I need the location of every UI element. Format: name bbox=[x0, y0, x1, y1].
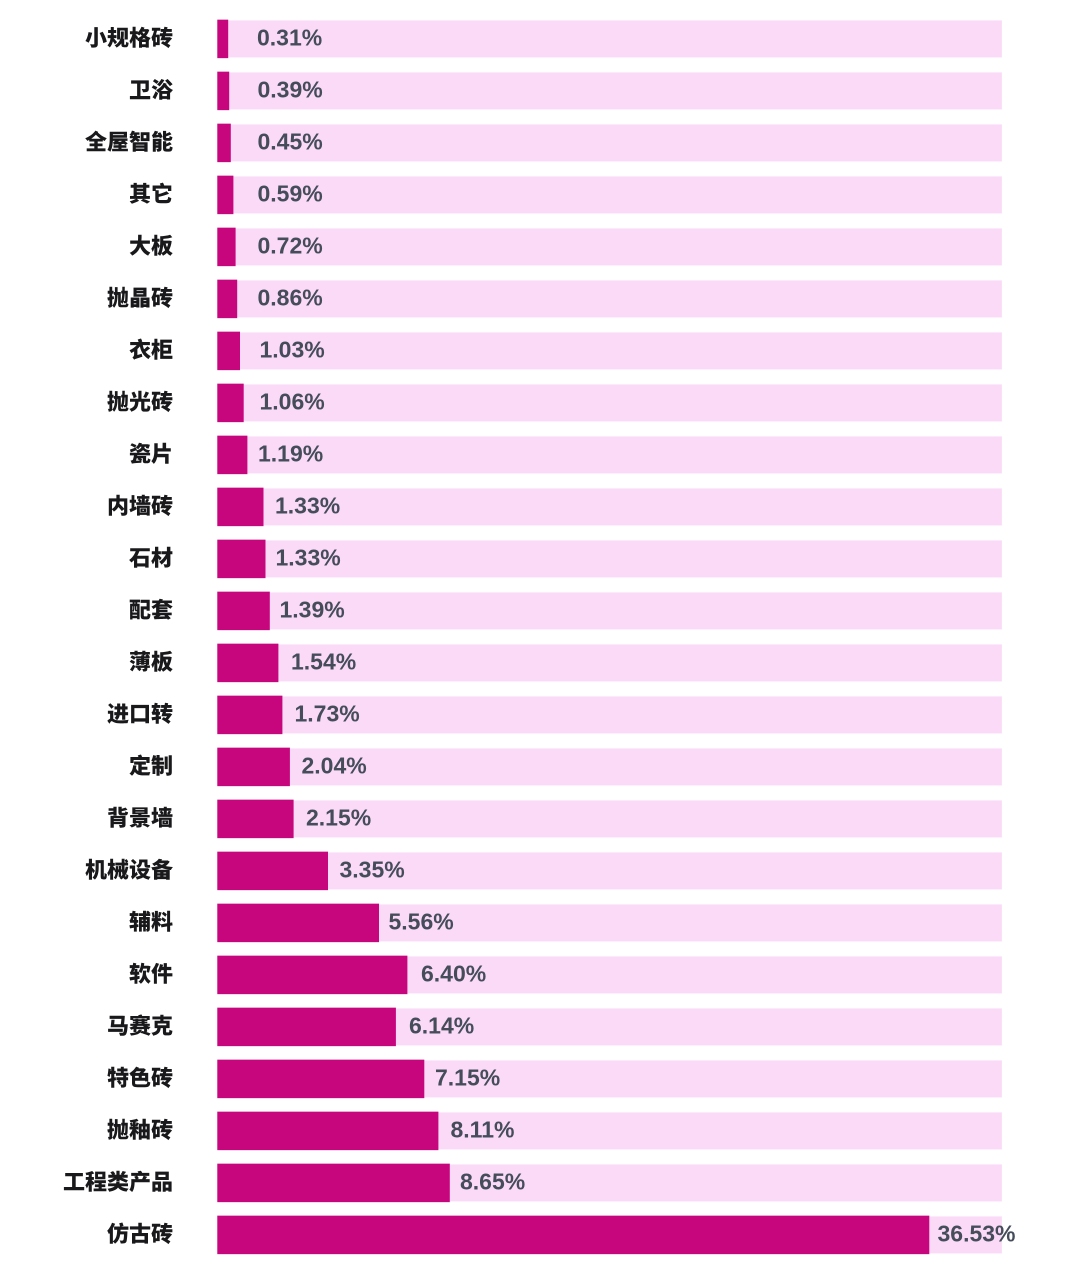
svg-text:7.15%: 7.15% bbox=[435, 1065, 500, 1091]
svg-text:1.39%: 1.39% bbox=[280, 597, 345, 623]
svg-text:0.59%: 0.59% bbox=[258, 181, 323, 207]
svg-text:0.39%: 0.39% bbox=[258, 77, 323, 103]
svg-text:1.73%: 1.73% bbox=[295, 701, 360, 727]
svg-text:1.54%: 1.54% bbox=[291, 649, 356, 675]
svg-text:0.86%: 0.86% bbox=[258, 285, 323, 311]
svg-text:8.65%: 8.65% bbox=[460, 1169, 525, 1195]
svg-text:5.56%: 5.56% bbox=[389, 909, 454, 935]
svg-text:1.33%: 1.33% bbox=[276, 545, 341, 571]
svg-text:6.14%: 6.14% bbox=[409, 1013, 474, 1039]
svg-text:1.19%: 1.19% bbox=[258, 441, 323, 467]
svg-text:8.11%: 8.11% bbox=[451, 1117, 515, 1143]
svg-text:36.53%: 36.53% bbox=[938, 1221, 1016, 1247]
svg-text:0.45%: 0.45% bbox=[258, 129, 323, 155]
svg-text:1.33%: 1.33% bbox=[275, 493, 340, 519]
svg-text:6.40%: 6.40% bbox=[421, 961, 486, 987]
svg-text:1.03%: 1.03% bbox=[260, 337, 325, 363]
svg-text:1.06%: 1.06% bbox=[260, 389, 325, 415]
svg-text:3.35%: 3.35% bbox=[340, 857, 405, 883]
svg-text:2.15%: 2.15% bbox=[306, 805, 371, 831]
svg-text:2.04%: 2.04% bbox=[302, 753, 367, 779]
svg-text:0.72%: 0.72% bbox=[258, 233, 323, 259]
svg-text:0.31%: 0.31% bbox=[257, 25, 322, 51]
